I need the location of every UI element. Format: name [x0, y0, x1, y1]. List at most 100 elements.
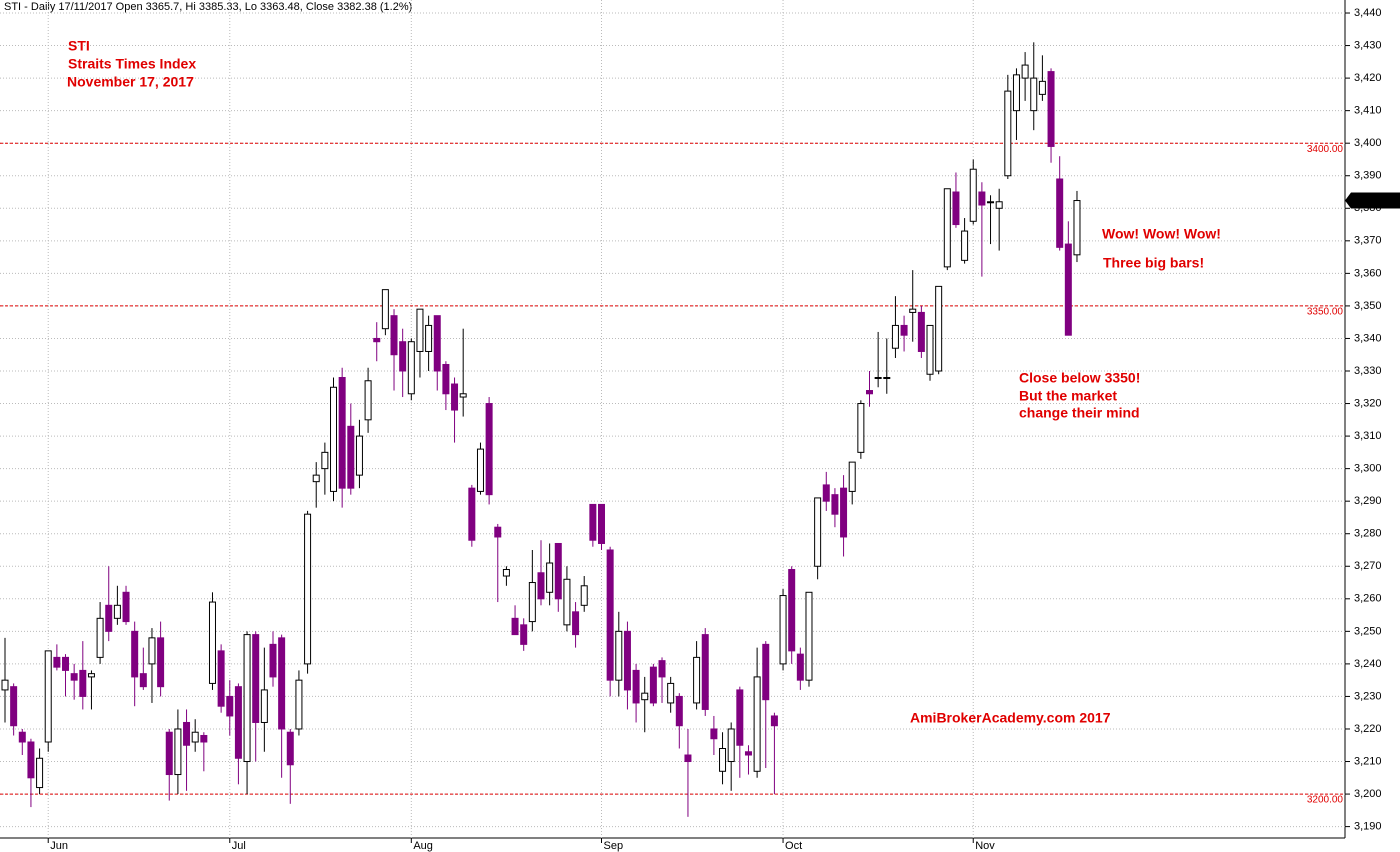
candle-body	[831, 494, 839, 515]
candle-body	[286, 731, 294, 766]
annotation: November 17, 2017	[67, 74, 194, 90]
candle-body	[18, 731, 26, 743]
y-tick-label: 3,360	[1354, 267, 1382, 279]
candle-body	[373, 337, 381, 343]
candle-body	[511, 617, 519, 636]
candle-body	[36, 757, 44, 789]
candle-body	[217, 650, 225, 707]
candle-body	[909, 308, 917, 313]
candle-body	[537, 572, 545, 600]
candle-body	[1038, 80, 1046, 95]
candle-body	[857, 403, 865, 453]
x-tick-label: Jun	[50, 840, 68, 852]
candle-body	[935, 285, 943, 372]
candle-body	[10, 686, 18, 727]
candle-body	[693, 656, 701, 704]
candle-body	[727, 728, 735, 763]
y-tick-label: 3,230	[1354, 690, 1382, 702]
candle-body	[641, 692, 649, 701]
candle-body	[502, 569, 510, 577]
candle-body	[796, 653, 804, 681]
annotation: AmiBrokerAcademy.com 2017	[910, 710, 1111, 726]
candle-body	[381, 289, 389, 330]
level-label: 3350.00	[1307, 307, 1344, 318]
annotation: Wow! Wow! Wow!	[1102, 226, 1221, 242]
y-tick-label: 3,350	[1354, 300, 1382, 312]
candle-body	[822, 484, 830, 502]
candle-body	[1004, 90, 1012, 177]
annotation: STI	[68, 38, 90, 54]
candle-body	[606, 549, 614, 681]
candle-body	[701, 634, 709, 710]
x-tick-label: Sep	[604, 840, 624, 852]
annotation: change their mind	[1019, 405, 1140, 421]
candle-body	[710, 728, 718, 740]
candle-body	[684, 754, 692, 763]
candle-body	[96, 617, 104, 658]
price-tag	[1345, 192, 1400, 209]
candle-body	[304, 513, 312, 665]
candle-body	[312, 474, 320, 483]
candle-body	[347, 425, 355, 489]
y-tick-label: 3,390	[1354, 170, 1382, 182]
candle-body	[330, 386, 338, 492]
y-tick-label: 3,340	[1354, 332, 1382, 344]
candle-body	[157, 637, 165, 688]
candle-body	[572, 611, 580, 636]
candle-body	[649, 666, 657, 704]
annotation: Three big bars!	[1103, 255, 1204, 271]
candle-body	[87, 673, 95, 678]
candle-body	[425, 324, 433, 352]
candle-body	[321, 451, 329, 470]
candle-body	[208, 601, 216, 684]
candle-body	[961, 230, 969, 261]
y-tick-label: 3,280	[1354, 528, 1382, 540]
y-tick-label: 3,430	[1354, 39, 1382, 51]
y-tick-label: 3,410	[1354, 105, 1382, 117]
candle-body	[451, 383, 459, 411]
candle-body	[623, 630, 631, 691]
candle-body	[416, 308, 424, 352]
y-tick-label: 3,270	[1354, 560, 1382, 572]
candle-body	[139, 673, 147, 688]
y-tick-label: 3,250	[1354, 625, 1382, 637]
y-tick-label: 3,220	[1354, 723, 1382, 735]
candle-body	[338, 377, 346, 489]
candle-body	[1, 679, 9, 691]
candle-body	[113, 604, 121, 619]
candle-body	[615, 630, 623, 681]
y-tick-label: 3,210	[1354, 755, 1382, 767]
candle-body	[442, 363, 450, 395]
x-tick-label: Oct	[785, 840, 802, 852]
candle-body	[926, 324, 934, 375]
y-tick-label: 3,440	[1354, 7, 1382, 19]
candle-body	[148, 637, 156, 665]
x-tick-label: Jul	[232, 840, 246, 852]
candle-body	[364, 380, 372, 421]
candle-body	[969, 168, 977, 222]
y-tick-label: 3,200	[1354, 788, 1382, 800]
candle-body	[79, 669, 87, 697]
candle-body	[1030, 77, 1038, 112]
y-tick-label: 3,370	[1354, 235, 1382, 247]
candle-body	[675, 695, 683, 727]
candle-body	[53, 656, 61, 668]
candle-body	[44, 650, 52, 743]
candle-body	[494, 526, 502, 538]
candle-body	[874, 377, 882, 380]
candle-body	[580, 585, 588, 606]
candle-body	[736, 689, 744, 746]
candle-body	[399, 341, 407, 372]
candle-body	[295, 679, 303, 730]
candle-body	[744, 751, 752, 756]
candle-body	[667, 682, 675, 704]
candle-body	[546, 562, 554, 593]
candle-body	[122, 591, 130, 623]
price-tag-label: 3,382.38	[1354, 194, 1397, 206]
annotation: Straits Times Index	[68, 56, 196, 72]
candle-body	[355, 435, 363, 476]
candle-body	[658, 660, 666, 678]
candle-body	[632, 669, 640, 704]
